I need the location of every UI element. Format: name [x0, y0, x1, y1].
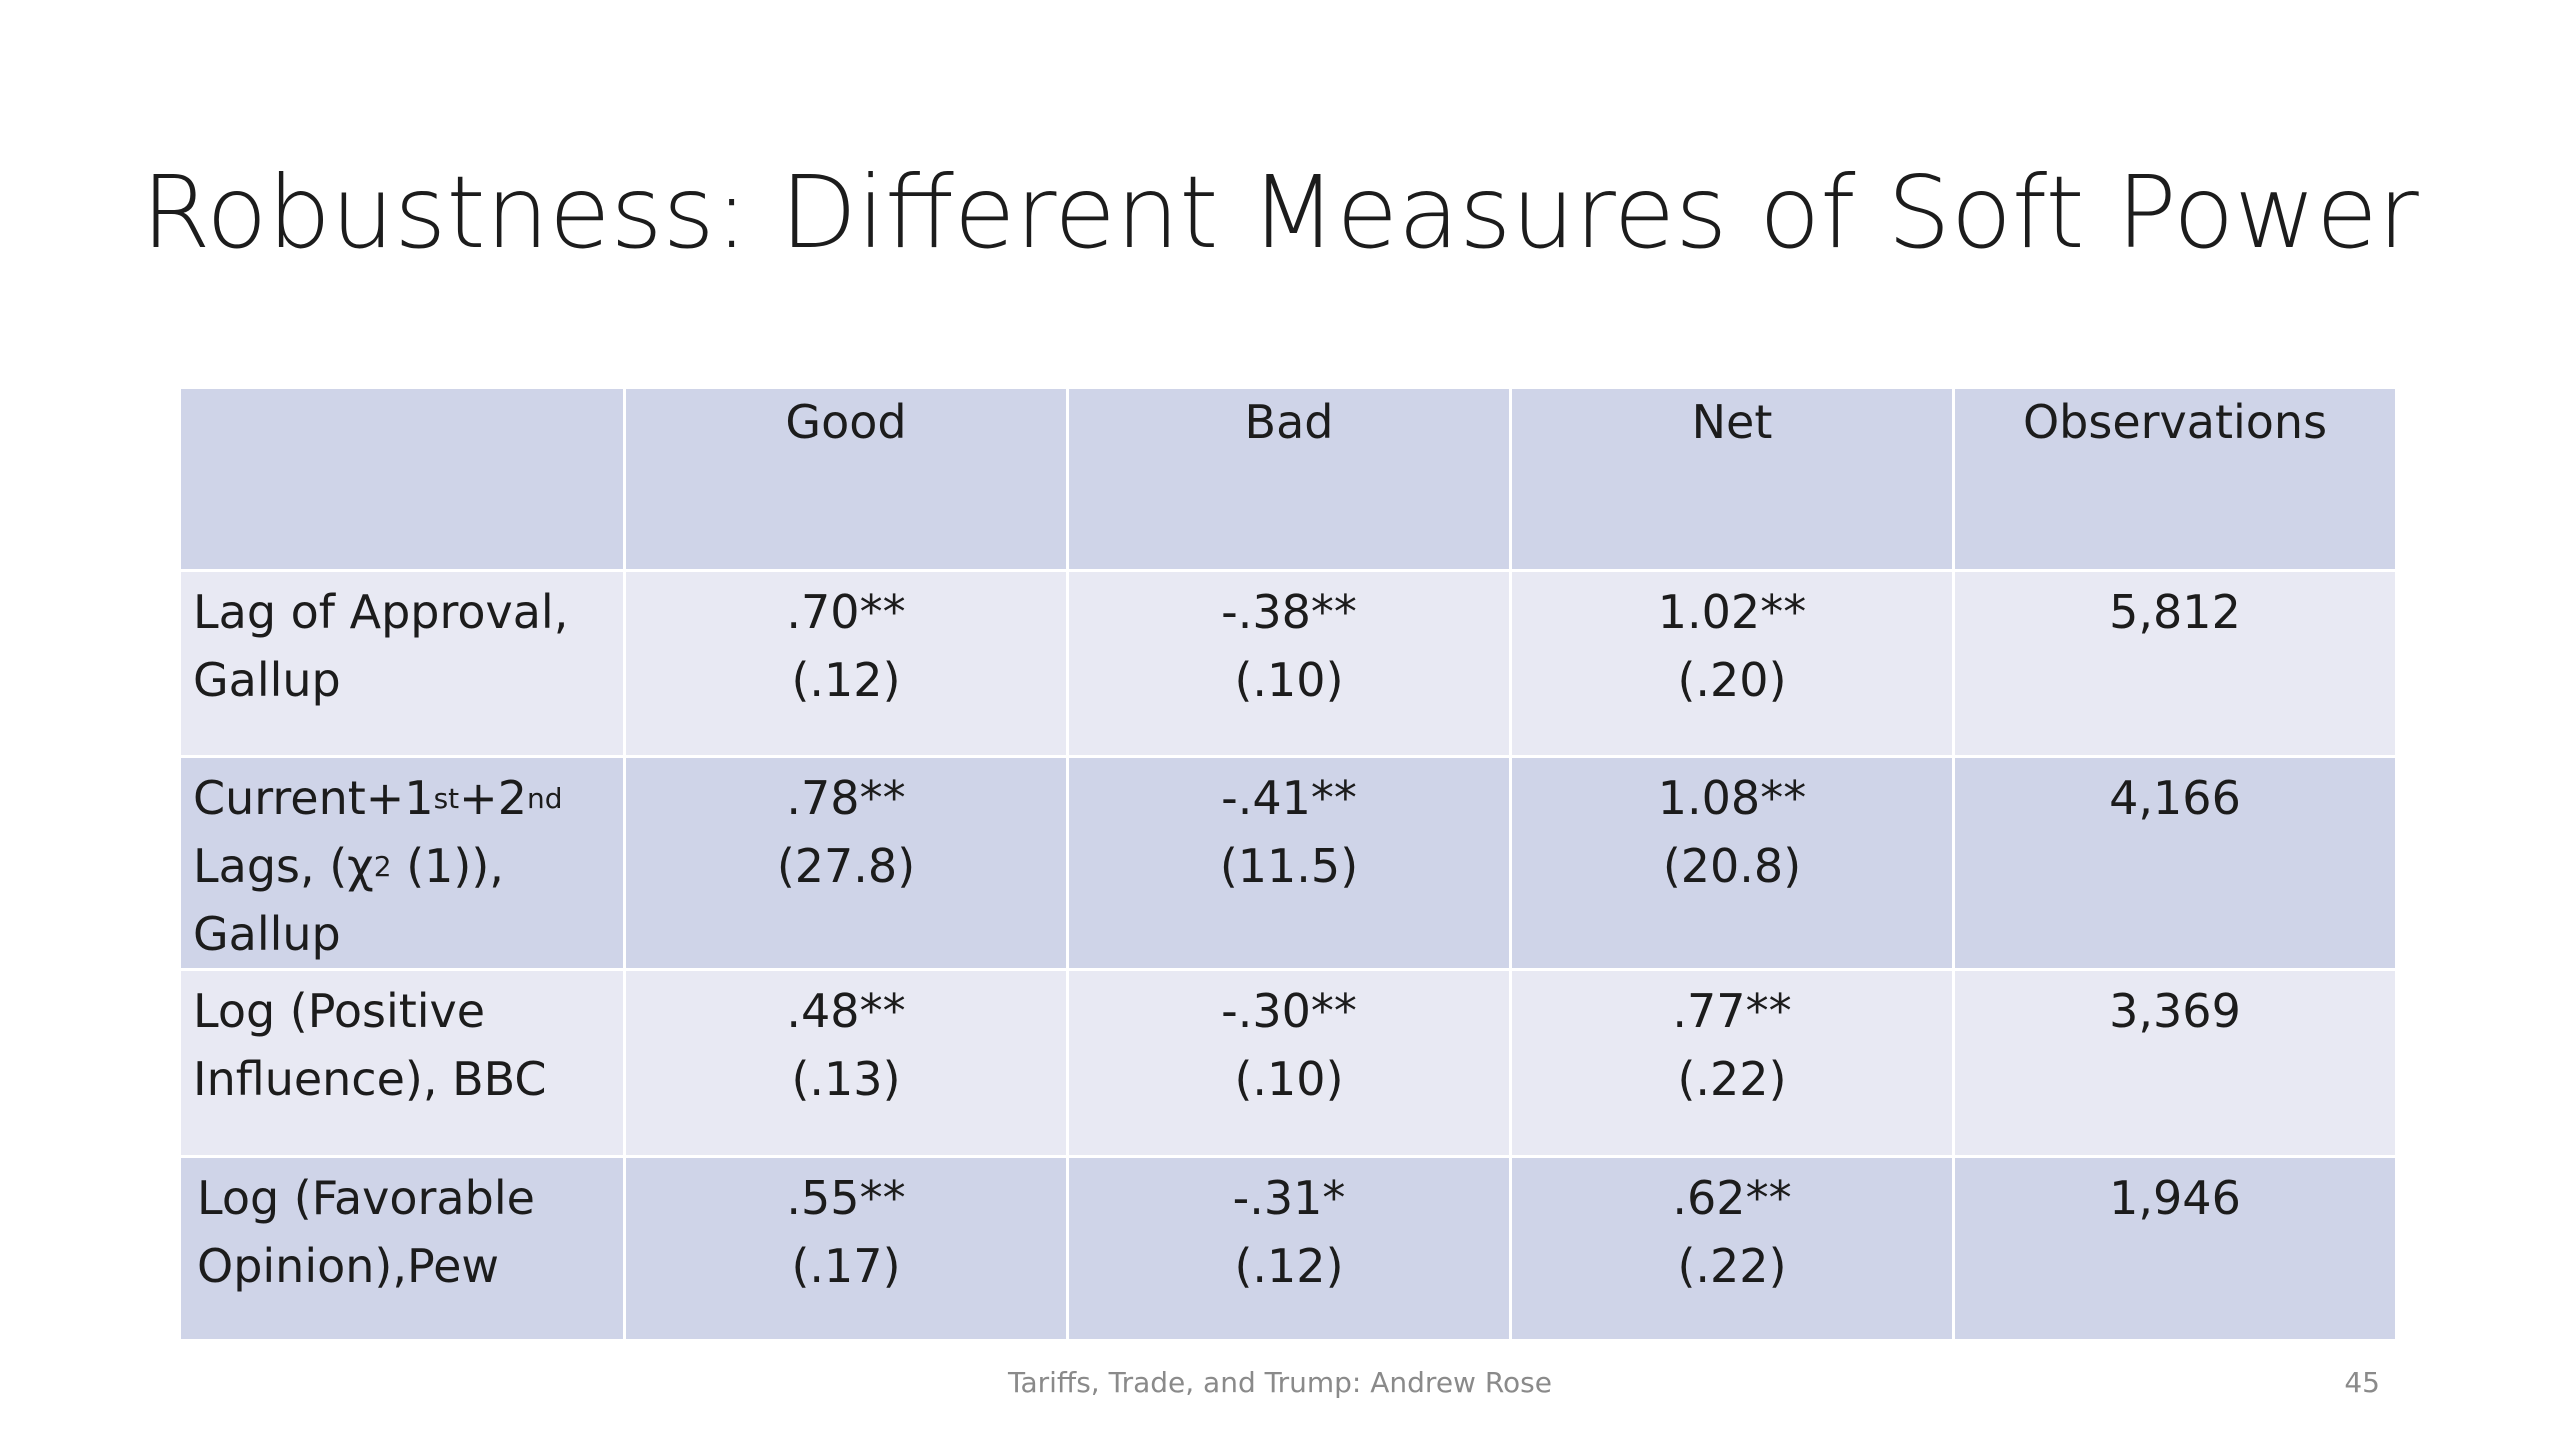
table-header-row: Good Bad Net Observations [178, 386, 2398, 572]
row-label-line: Lags, (χ2 (1)), [193, 832, 623, 900]
coefficient: .62** [1672, 1171, 1792, 1225]
coefficient: -.38** [1221, 585, 1357, 639]
good-cell: .78** (27.8) [623, 755, 1069, 971]
observations-cell: 3,369 [1952, 968, 2398, 1158]
label-text: Lags, (χ [193, 839, 374, 893]
page-number: 45 [2344, 1366, 2380, 1399]
standard-error: (.13) [791, 1052, 901, 1106]
standard-error: (.12) [1234, 1239, 1344, 1293]
coefficient: .55** [786, 1171, 906, 1225]
slide-footer: Tariffs, Trade, and Trump: Andrew Rose [1007, 1366, 1552, 1399]
standard-error: (.17) [791, 1239, 901, 1293]
header-cell-observations: Observations [1952, 386, 2398, 572]
chi-square: (11.5) [1219, 839, 1359, 893]
observations-cell: 5,812 [1952, 569, 2398, 758]
row-label-line: Gallup [193, 907, 341, 961]
good-cell: .70** (.12) [623, 569, 1069, 758]
header-cell-empty [178, 386, 626, 572]
bad-cell: -.31* (.12) [1066, 1155, 1512, 1342]
superscript: nd [526, 782, 563, 815]
coefficient: 1.08** [1657, 771, 1807, 825]
observations-count: 3,369 [2109, 984, 2241, 1038]
header-cell-good: Good [623, 386, 1069, 572]
superscript: st [433, 782, 460, 815]
label-text: (1)), [391, 839, 504, 893]
standard-error: (.22) [1677, 1239, 1787, 1293]
row-label-line: Influence), BBC [193, 1052, 547, 1106]
standard-error: (.22) [1677, 1052, 1787, 1106]
row-label-line: Gallup [193, 653, 341, 707]
row-label-line: Log (Favorable [197, 1171, 535, 1225]
chi-square: (27.8) [776, 839, 916, 893]
results-table: Good Bad Net Observations Lag of Approva… [178, 386, 2398, 1342]
row-label-line: Opinion),Pew [197, 1239, 500, 1293]
observations-count: 4,166 [2109, 771, 2241, 825]
good-cell: .48** (.13) [623, 968, 1069, 1158]
net-cell: 1.02** (.20) [1509, 569, 1955, 758]
row-label-line: Current+1st+2nd [193, 764, 623, 832]
bad-cell: -.30** (.10) [1066, 968, 1512, 1158]
label-text: Current+1 [193, 771, 434, 825]
bad-cell: -.41** (11.5) [1066, 755, 1512, 971]
row-label: Log (Favorable Opinion),Pew [178, 1155, 626, 1342]
bad-cell: -.38** (.10) [1066, 569, 1512, 758]
good-cell: .55** (.17) [623, 1155, 1069, 1342]
standard-error: (.12) [791, 653, 901, 707]
row-label-line: Log (Positive [193, 984, 486, 1038]
row-label: Log (Positive Influence), BBC [178, 968, 626, 1158]
coefficient: .77** [1672, 984, 1792, 1038]
row-label: Current+1st+2nd Lags, (χ2 (1)), Gallup [178, 755, 626, 971]
superscript: 2 [373, 850, 392, 883]
observations-cell: 4,166 [1952, 755, 2398, 971]
table-row: Log (Positive Influence), BBC .48** (.13… [178, 968, 2398, 1158]
coefficient: .70** [786, 585, 906, 639]
header-cell-bad: Bad [1066, 386, 1512, 572]
net-cell: 1.08** (20.8) [1509, 755, 1955, 971]
coefficient: .48** [786, 984, 906, 1038]
table-row: Current+1st+2nd Lags, (χ2 (1)), Gallup .… [178, 755, 2398, 971]
coefficient: -.41** [1221, 771, 1357, 825]
observations-count: 1,946 [2109, 1171, 2241, 1225]
row-label: Lag of Approval, Gallup [178, 569, 626, 758]
observations-cell: 1,946 [1952, 1155, 2398, 1342]
row-label-line: Lag of Approval, [193, 585, 569, 639]
coefficient: -.31* [1232, 1171, 1346, 1225]
net-cell: .77** (.22) [1509, 968, 1955, 1158]
label-text: +2 [459, 771, 527, 825]
header-cell-net: Net [1509, 386, 1955, 572]
table-row: Lag of Approval, Gallup .70** (.12) -.38… [178, 569, 2398, 758]
standard-error: (.10) [1234, 653, 1344, 707]
net-cell: .62** (.22) [1509, 1155, 1955, 1342]
standard-error: (.20) [1677, 653, 1787, 707]
slide-title: Robustness: Different Measures of Soft P… [141, 154, 2419, 271]
table-row: Log (Favorable Opinion),Pew .55** (.17) … [178, 1155, 2398, 1342]
observations-count: 5,812 [2109, 585, 2241, 639]
standard-error: (.10) [1234, 1052, 1344, 1106]
coefficient: -.30** [1221, 984, 1357, 1038]
coefficient: 1.02** [1657, 585, 1807, 639]
chi-square: (20.8) [1662, 839, 1802, 893]
coefficient: .78** [786, 771, 906, 825]
